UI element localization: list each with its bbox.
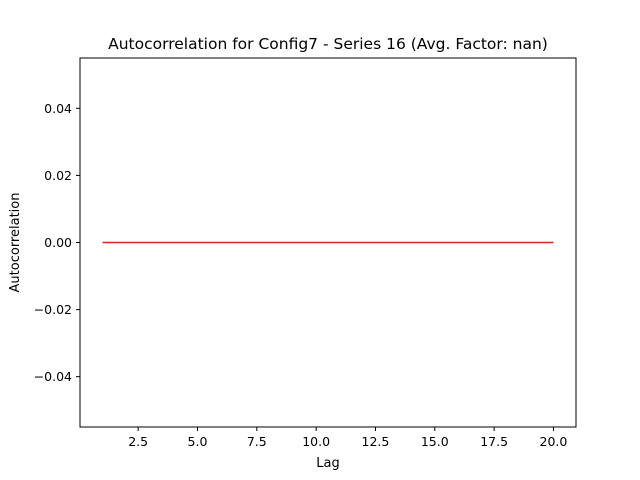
y-axis-label: Autocorrelation [8, 193, 23, 293]
x-tick-label: 20.0 [540, 434, 568, 449]
x-tick-label: 2.5 [128, 434, 148, 449]
chart-title: Autocorrelation for Config7 - Series 16 … [108, 35, 548, 53]
x-tick-label: 10.0 [302, 434, 330, 449]
x-axis-label: Lag [316, 456, 339, 471]
x-axis-ticks: 2.5 5.0 7.5 10.0 12.5 15.0 17.5 20.0 [128, 427, 567, 449]
x-tick-label: 7.5 [247, 434, 267, 449]
y-tick-label: −0.02 [34, 302, 72, 317]
plot-frame [79, 57, 577, 428]
y-tick-label: 0.02 [44, 168, 72, 183]
y-tick-label: −0.04 [34, 369, 72, 384]
x-tick-label: 12.5 [362, 434, 390, 449]
x-tick-label: 17.5 [480, 434, 508, 449]
x-tick-label: 15.0 [421, 434, 449, 449]
y-tick-label: 0.00 [44, 235, 72, 250]
y-tick-label: 0.04 [44, 101, 72, 116]
y-axis-ticks: 0.04 0.02 0.00 −0.02 −0.04 [34, 101, 80, 384]
x-tick-label: 5.0 [188, 434, 208, 449]
